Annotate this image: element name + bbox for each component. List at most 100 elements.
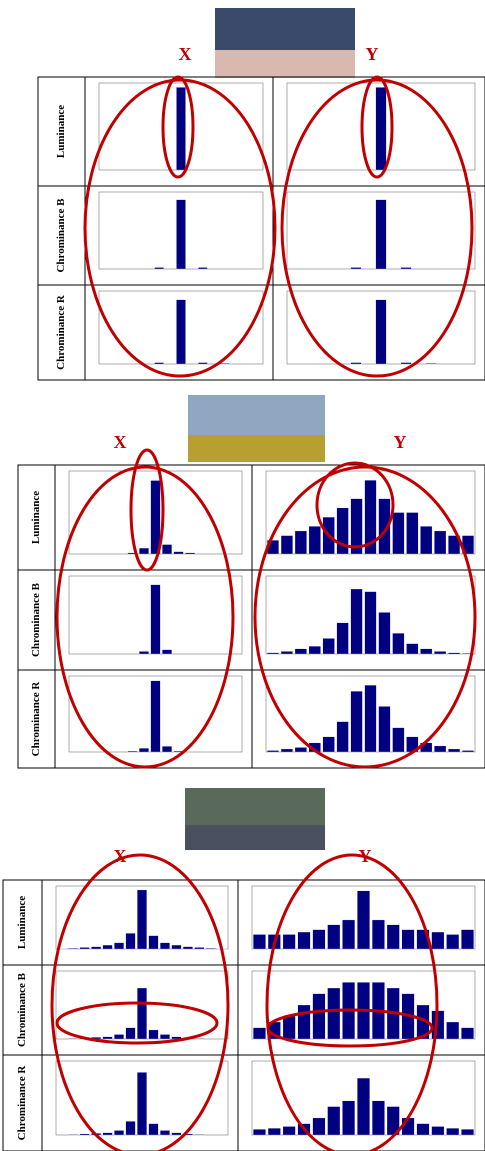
histogram-bar xyxy=(328,988,340,1039)
histogram-bar xyxy=(283,934,295,949)
histogram-bar xyxy=(426,363,437,364)
histogram-bar xyxy=(68,1038,78,1039)
histogram-bar xyxy=(253,934,265,949)
histogram-bar xyxy=(128,751,138,752)
histogram-bar xyxy=(313,994,325,1039)
histogram-bar xyxy=(149,1124,159,1135)
histogram-bar xyxy=(462,750,474,752)
histogram-bar xyxy=(351,267,362,269)
histogram-bar xyxy=(295,649,307,654)
histogram-bar xyxy=(295,747,307,752)
histogram-bar xyxy=(461,930,473,949)
histogram-bar xyxy=(298,932,310,949)
histogram-bar xyxy=(376,87,387,170)
row-label: Chrominance R xyxy=(55,294,67,370)
histogram-bar xyxy=(253,1129,265,1135)
histogram-bar xyxy=(149,936,159,949)
histogram-bar xyxy=(372,920,384,949)
histogram-bar xyxy=(183,947,193,949)
histogram-bar xyxy=(313,1118,325,1135)
histogram-bar xyxy=(357,891,369,949)
histogram-bar xyxy=(195,947,205,949)
row-label: Luminance xyxy=(16,896,28,949)
histogram-bar xyxy=(68,1134,78,1135)
histogram-bar xyxy=(298,1005,310,1039)
histogram-bar xyxy=(393,513,405,555)
histogram-bar xyxy=(80,947,90,949)
column-label: X xyxy=(114,432,127,452)
histogram-bar xyxy=(323,737,335,752)
histogram-bar xyxy=(434,651,446,654)
histogram-bar xyxy=(432,1126,444,1135)
histogram-bar xyxy=(281,536,293,554)
histogram-bar xyxy=(126,1121,136,1135)
histogram-bar xyxy=(162,746,172,752)
histogram-bar xyxy=(114,943,124,949)
histogram-bar xyxy=(176,300,185,364)
histogram-bar xyxy=(103,1037,113,1039)
histogram-bar xyxy=(393,728,405,752)
histogram-bar xyxy=(376,300,387,364)
histogram-bar xyxy=(351,691,363,752)
histogram-bar xyxy=(448,749,460,752)
row-label: Chrominance B xyxy=(55,198,67,273)
histogram-bar xyxy=(91,947,101,949)
histogram-bar xyxy=(295,531,307,554)
histogram-bar xyxy=(160,1130,170,1135)
row-label: Luminance xyxy=(30,491,42,544)
histogram-bar xyxy=(139,651,149,654)
histogram-bar xyxy=(220,363,229,364)
histogram-bar xyxy=(402,930,414,949)
thumbnail-detail xyxy=(185,825,325,850)
histogram-bar xyxy=(337,722,349,752)
column-label: Y xyxy=(366,44,379,64)
histogram-bar xyxy=(114,1130,124,1135)
histogram-bar xyxy=(323,638,335,654)
histogram-bar xyxy=(103,1133,113,1135)
histogram-bar xyxy=(172,1133,182,1135)
histogram-bar xyxy=(162,650,172,654)
column-label: Y xyxy=(394,432,407,452)
histogram-bar xyxy=(376,200,387,269)
histogram-bar xyxy=(309,526,321,554)
histogram-bar xyxy=(281,749,293,752)
row-label: Chrominance B xyxy=(16,972,28,1047)
histogram-bar xyxy=(126,933,136,949)
histogram-bar xyxy=(448,653,460,654)
histogram-bar xyxy=(420,649,432,654)
histogram-bar xyxy=(342,920,354,949)
histogram-bar xyxy=(68,948,78,949)
histogram-bar xyxy=(432,932,444,949)
histogram-bar xyxy=(406,513,418,555)
histogram-bar xyxy=(351,363,362,364)
histogram-bar xyxy=(139,548,149,554)
histogram-bar xyxy=(372,1101,384,1135)
histogram-bar xyxy=(387,925,399,949)
page: X Y Luminance Chrominance B Chrominance R X Y L… xyxy=(0,0,485,1151)
histogram-bar xyxy=(328,1107,340,1135)
histogram-bar xyxy=(160,1034,170,1039)
histogram-bar xyxy=(379,706,391,752)
histogram-bar xyxy=(337,623,349,654)
row-label: Chrominance B xyxy=(30,582,42,657)
histogram-bar xyxy=(446,934,458,949)
histogram-bar xyxy=(351,589,363,654)
histogram-bar xyxy=(283,1016,295,1039)
column-label: X xyxy=(179,44,192,64)
histogram-bar xyxy=(137,1072,147,1135)
histogram-bar xyxy=(313,930,325,949)
histogram-bar xyxy=(160,943,170,949)
histogram-bar xyxy=(267,750,279,752)
histogram-bar xyxy=(198,363,207,364)
histogram-bar xyxy=(461,1129,473,1135)
figure: X Y Luminance Chrominance B Chrominance R X Y L… xyxy=(0,0,485,1151)
histogram-bar xyxy=(176,87,185,170)
histogram-bar xyxy=(434,746,446,752)
histogram-bar xyxy=(139,748,149,752)
histogram-bar xyxy=(406,644,418,654)
histogram-bar xyxy=(357,1078,369,1135)
histogram-bar xyxy=(401,267,412,269)
histogram-bar xyxy=(267,653,279,654)
histogram-bar xyxy=(309,646,321,654)
histogram-bar xyxy=(365,685,377,752)
